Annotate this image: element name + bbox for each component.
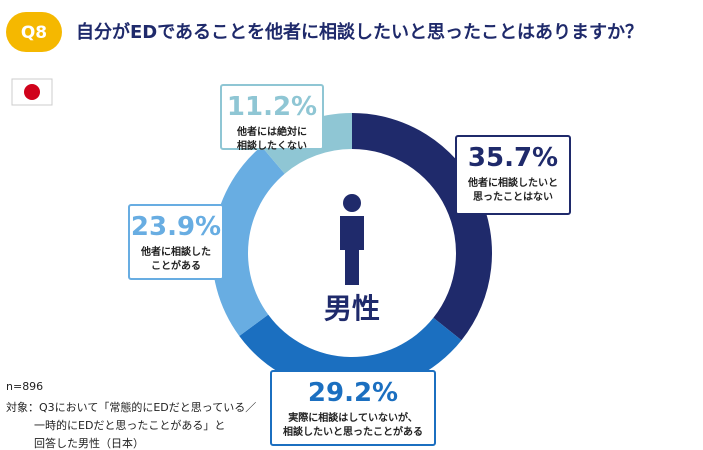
note: 一時的にEDだと思ったことがある」と <box>34 419 226 432</box>
label-box: 11.2% 他者には絶対に 相談したくない <box>220 84 324 152</box>
label-box: 23.9% 他者に相談した ことがある <box>128 204 224 280</box>
label-box: 29.2% 実際に相談はしていないが、 相談したいと思ったことがある <box>270 370 436 446</box>
value-label: 11.2% <box>226 92 318 122</box>
category-label: 他者には絶対に 相談したくない <box>237 127 307 152</box>
label-box: 35.7% 他者に相談したいと 思ったことはない <box>455 135 571 215</box>
note: 回答した男性（日本） <box>34 437 144 450</box>
donut-slice <box>211 146 285 336</box>
badge-bg <box>6 12 62 52</box>
value-label: 35.7% <box>467 143 559 173</box>
category-label: 実際に相談はしていないが、 相談したいと思ったことがある <box>283 413 423 438</box>
value-label: 23.9% <box>130 212 222 242</box>
value-label: 29.2% <box>307 378 399 408</box>
category-label: 他者に相談したいと 思ったことはない <box>468 178 558 203</box>
flag-sun <box>24 84 40 100</box>
badge: Q8 <box>21 23 47 43</box>
center-label: 男性 <box>324 292 380 325</box>
chart-title: 自分がEDであることを他者に相談したいと思ったことはありますか？ <box>76 21 643 43</box>
person-icon <box>340 194 364 285</box>
category-label: 他者に相談した ことがある <box>141 247 211 272</box>
note: n=896 <box>6 380 44 393</box>
note: 対象：Q3において「常態的にEDだと思っている／ <box>6 401 257 414</box>
